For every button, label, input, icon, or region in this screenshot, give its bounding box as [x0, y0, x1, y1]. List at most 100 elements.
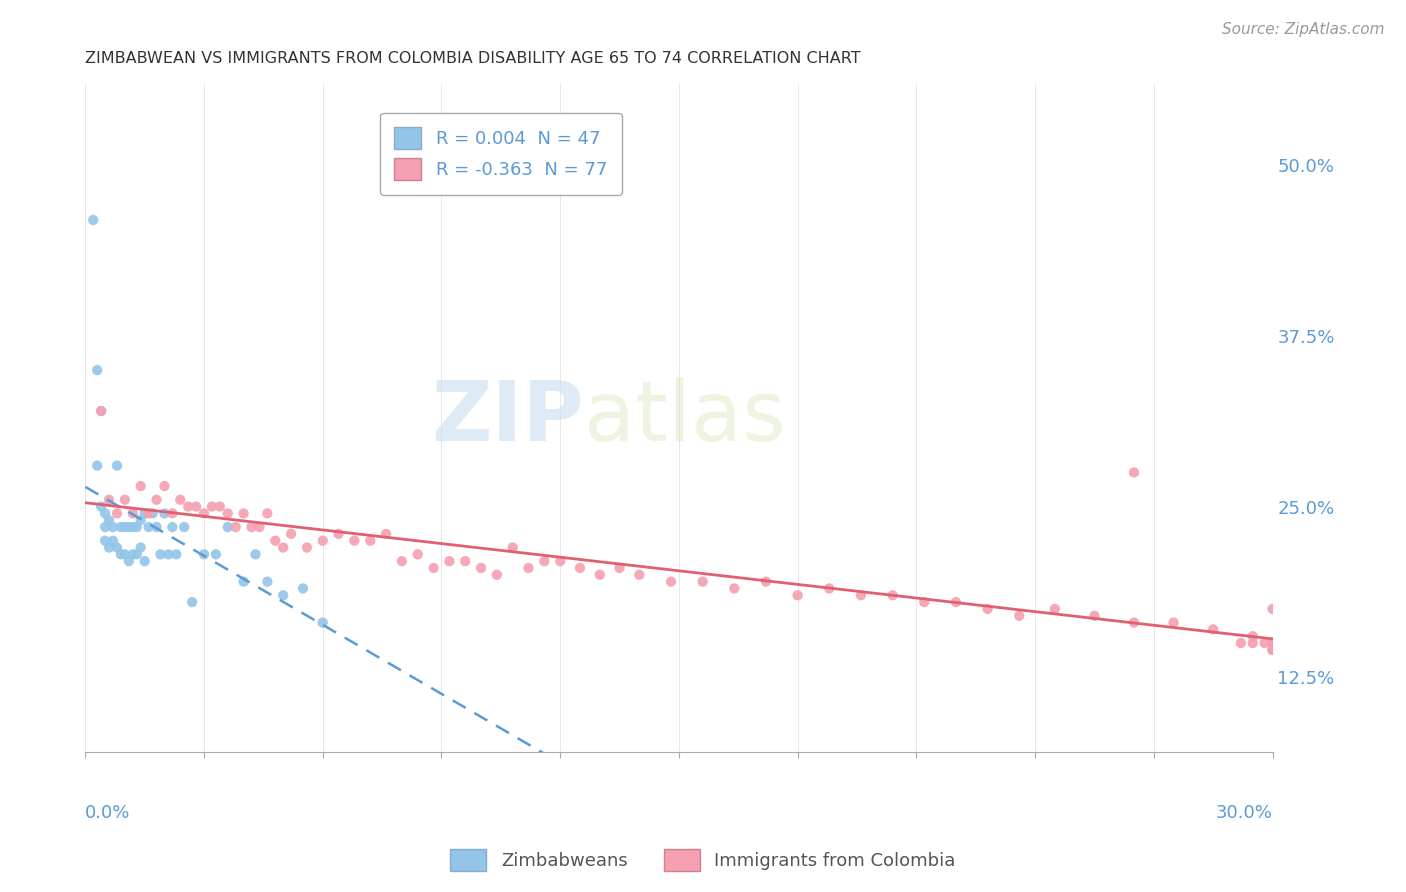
Point [1261, 636, 1284, 650]
Point [1253, 636, 1275, 650]
Point [125, 547, 148, 561]
Point [145, 492, 167, 507]
Point [165, 547, 187, 561]
Point [439, 554, 461, 568]
Point [153, 479, 176, 493]
Point [193, 507, 215, 521]
Point [90, 404, 112, 418]
Point [945, 595, 967, 609]
Legend: Zimbabweans, Immigrants from Colombia: Zimbabweans, Immigrants from Colombia [443, 842, 963, 879]
Point [153, 507, 176, 521]
Point [129, 541, 152, 555]
Point [295, 541, 318, 555]
Point [312, 615, 335, 630]
Point [121, 547, 143, 561]
Point [1123, 466, 1146, 480]
Point [1241, 629, 1264, 643]
Point [976, 602, 998, 616]
Point [628, 567, 651, 582]
Point [1123, 615, 1146, 630]
Point [609, 561, 631, 575]
Point [142, 507, 165, 521]
Point [359, 533, 381, 548]
Point [1008, 608, 1031, 623]
Point [101, 520, 124, 534]
Point [90, 500, 112, 514]
Point [169, 492, 191, 507]
Point [177, 500, 200, 514]
Point [312, 533, 335, 548]
Point [470, 561, 492, 575]
Point [134, 554, 156, 568]
Text: atlas: atlas [583, 377, 786, 458]
Point [225, 520, 247, 534]
Point [1083, 608, 1105, 623]
Text: 0.0%: 0.0% [86, 804, 131, 822]
Point [1261, 636, 1284, 650]
Point [245, 547, 267, 561]
Point [375, 527, 398, 541]
Point [256, 574, 278, 589]
Point [1261, 643, 1284, 657]
Point [125, 520, 148, 534]
Text: ZIMBABWEAN VS IMMIGRANTS FROM COLOMBIA DISABILITY AGE 65 TO 74 CORRELATION CHART: ZIMBABWEAN VS IMMIGRANTS FROM COLOMBIA D… [86, 51, 860, 66]
Point [208, 500, 231, 514]
Point [173, 520, 195, 534]
Point [422, 561, 444, 575]
Point [118, 554, 141, 568]
Point [548, 554, 571, 568]
Point [162, 507, 184, 521]
Point [134, 507, 156, 521]
Point [291, 582, 314, 596]
Point [1261, 643, 1284, 657]
Point [98, 492, 121, 507]
Point [162, 520, 184, 534]
Point [912, 595, 935, 609]
Point [98, 513, 121, 527]
Point [882, 588, 904, 602]
Point [232, 507, 254, 521]
Point [723, 582, 745, 596]
Point [105, 507, 128, 521]
Point [1043, 602, 1066, 616]
Point [569, 561, 592, 575]
Point [517, 561, 540, 575]
Point [114, 520, 136, 534]
Point [118, 520, 141, 534]
Point [201, 500, 224, 514]
Point [406, 547, 429, 561]
Point [271, 588, 294, 602]
Point [129, 513, 152, 527]
Point [157, 547, 180, 561]
Point [1261, 636, 1284, 650]
Point [82, 213, 104, 227]
Point [138, 520, 160, 534]
Point [502, 541, 524, 555]
Point [249, 520, 271, 534]
Point [205, 547, 228, 561]
Legend: R = 0.004  N = 47, R = -0.363  N = 77: R = 0.004 N = 47, R = -0.363 N = 77 [380, 112, 621, 194]
Point [181, 595, 204, 609]
Point [1241, 636, 1264, 650]
Point [217, 507, 239, 521]
Point [121, 520, 143, 534]
Point [1261, 636, 1284, 650]
Point [114, 547, 136, 561]
Text: ZIP: ZIP [432, 377, 583, 458]
Point [818, 582, 841, 596]
Point [454, 554, 477, 568]
Point [110, 547, 132, 561]
Point [138, 507, 160, 521]
Point [1230, 636, 1253, 650]
Point [110, 520, 132, 534]
Point [328, 527, 350, 541]
Point [391, 554, 413, 568]
Point [755, 574, 778, 589]
Point [129, 479, 152, 493]
Point [1261, 636, 1284, 650]
Point [232, 574, 254, 589]
Point [98, 541, 121, 555]
Point [105, 458, 128, 473]
Point [94, 520, 117, 534]
Point [90, 404, 112, 418]
